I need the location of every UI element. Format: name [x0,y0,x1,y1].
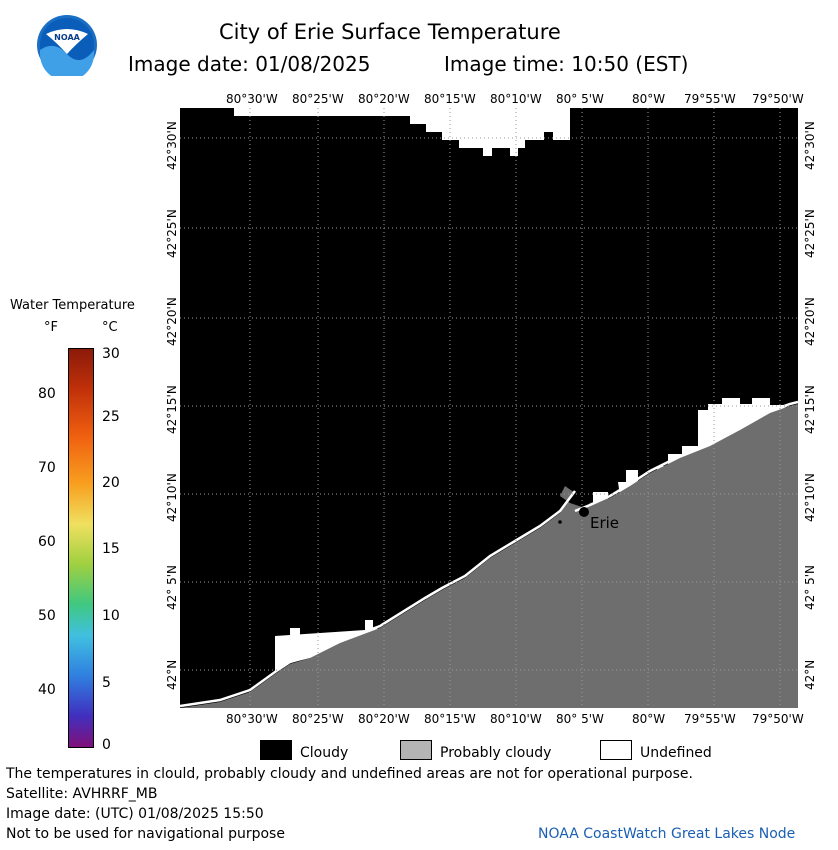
map-svg [179,108,799,708]
lat-label-right: 42° 5'N [803,565,817,610]
lon-label-bottom: 80°10'W [490,712,542,726]
lat-label-left: 42°N [165,659,179,690]
colorbar-tick-f: 60 [38,534,56,550]
map-frame [179,108,799,708]
lat-label-left: 42°25'N [165,209,179,258]
colorbar-tick-c: 25 [102,409,120,425]
colorbar-tick-f: 40 [38,682,56,698]
lon-label-bottom: 80° 5'W [556,712,604,726]
lat-label-right: 42°30'N [803,121,817,170]
lat-label-right: 42°20'N [803,297,817,346]
colorbar-tick-c: 20 [102,475,120,491]
graticule [180,108,798,708]
colorbar-tick-c: 5 [102,675,111,691]
page-title: City of Erie Surface Temperature [219,20,561,44]
colorbar-tick-f: 50 [38,608,56,624]
footer-navigation-warning: Not to be used for navigational purpose [6,826,285,842]
lat-label-right: 42°10'N [803,473,817,522]
colorbar-unit-f: °F [44,320,58,335]
image-time: Image time: 10:50 (EST) [444,52,689,76]
legend-swatch-probably-cloudy [400,740,432,760]
lat-label-left: 42°10'N [165,473,179,522]
lat-label-right: 42°N [803,659,817,690]
lat-label-left: 42°30'N [165,121,179,170]
lon-label-bottom: 80°30'W [226,712,278,726]
legend-swatch-cloudy [260,740,292,760]
lon-label-bottom: 80°15'W [424,712,476,726]
colorbar-tick-c: 15 [102,541,120,557]
city-label-erie: Erie [590,514,620,532]
footer-disclaimer: The temperatures in clould, probably clo… [6,766,693,782]
lon-label-top: 80°25'W [292,92,344,106]
noaa-logo: NOAA [36,14,98,81]
legend-label-probably-cloudy: Probably cloudy [440,745,552,761]
logo-text: NOAA [54,33,80,42]
legend-label-cloudy: Cloudy [300,745,349,761]
lon-label-top: 79°55'W [684,92,736,106]
lat-label-left: 42°20'N [165,297,179,346]
lon-label-top: 80°30'W [226,92,278,106]
colorbar-tick-c: 10 [102,608,120,624]
erie-dot-small [558,520,562,524]
image-date: Image date: 01/08/2025 [128,52,371,76]
lon-label-bottom: 79°50'W [752,712,804,726]
colorbar-tick-f: 70 [38,460,56,476]
colorbar-gradient [68,348,94,748]
lon-label-top: 79°50'W [752,92,804,106]
legend-swatch-undefined [600,740,632,760]
footer-credit[interactable]: NOAA CoastWatch Great Lakes Node [538,826,796,842]
lat-label-right: 42°15'N [803,385,817,434]
colorbar-tick-c: 0 [102,737,111,753]
land-area [180,404,798,708]
lon-label-top: 80°W [632,92,666,106]
lat-label-left: 42° 5'N [165,565,179,610]
lon-label-top: 80°10'W [490,92,542,106]
coastline [179,490,576,708]
lon-label-bottom: 79°55'W [684,712,736,726]
lon-label-top: 80° 5'W [556,92,604,106]
lon-label-bottom: 80°20'W [358,712,410,726]
lon-label-top: 80°15'W [424,92,476,106]
erie-marker [579,507,589,517]
footer-satellite: Satellite: AVHRRF_MB [6,786,158,802]
lat-label-right: 42°25'N [803,209,817,258]
lon-label-top: 80°20'W [358,92,410,106]
footer-utc-date: Image date: (UTC) 01/08/2025 15:50 [6,806,264,822]
legend-label-undefined: Undefined [640,745,712,761]
lon-label-bottom: 80°25'W [292,712,344,726]
colorbar-tick-c: 30 [102,346,120,362]
colorbar-unit-c: °C [102,320,118,335]
lat-label-left: 42°15'N [165,385,179,434]
colorbar-title: Water Temperature [10,298,135,313]
colorbar-tick-f: 80 [38,386,56,402]
lon-label-bottom: 80°W [632,712,666,726]
